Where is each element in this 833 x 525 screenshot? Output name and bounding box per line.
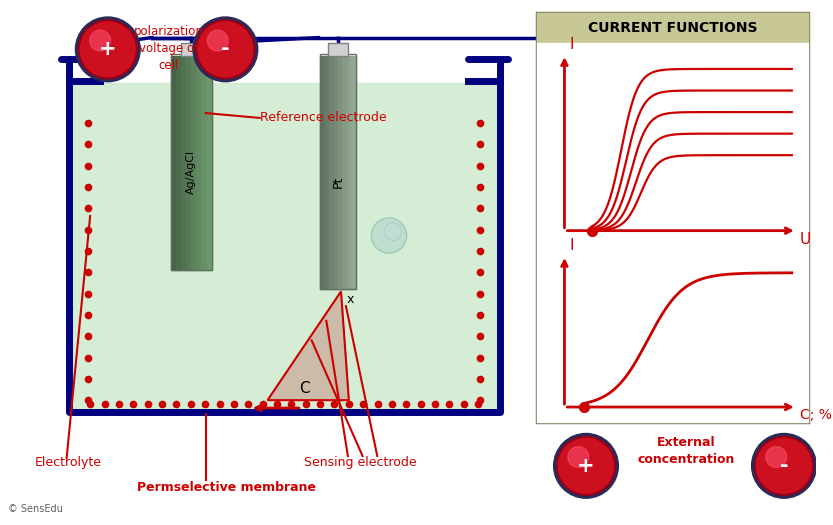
Circle shape (384, 223, 402, 240)
Circle shape (751, 434, 816, 498)
Text: -: - (221, 39, 230, 59)
Bar (176, 56, 182, 270)
Bar (207, 56, 212, 270)
Circle shape (90, 30, 111, 51)
Bar (334, 56, 338, 289)
Bar (171, 56, 176, 270)
Circle shape (568, 447, 589, 467)
Text: I: I (569, 238, 574, 253)
Bar (537, 43, 809, 422)
Circle shape (193, 17, 257, 82)
Bar (186, 56, 192, 270)
Circle shape (556, 436, 616, 495)
Bar (202, 56, 207, 270)
Text: U: U (800, 232, 811, 247)
Text: C; %: C; % (800, 408, 831, 422)
Bar (171, 54, 212, 270)
Bar (338, 56, 343, 289)
Text: -: - (780, 456, 788, 476)
Bar (321, 54, 356, 289)
Text: External
concentration: External concentration (637, 436, 735, 466)
Text: Electrolyte: Electrolyte (34, 456, 102, 469)
Bar (191, 56, 197, 270)
Text: polarization
voltage of
cell: polarization voltage of cell (133, 25, 203, 72)
Text: Sensing electrode: Sensing electrode (304, 456, 416, 469)
Bar (181, 56, 187, 270)
Text: +: + (577, 456, 595, 476)
Circle shape (80, 22, 135, 77)
Circle shape (76, 17, 140, 82)
Text: Ag/AgCl: Ag/AgCl (186, 150, 196, 194)
Circle shape (78, 20, 137, 79)
Circle shape (559, 438, 613, 494)
Text: C: C (299, 381, 310, 396)
Circle shape (196, 20, 255, 79)
Text: I: I (569, 37, 574, 53)
Bar (328, 43, 348, 56)
Circle shape (766, 447, 786, 467)
Text: Reference electrode: Reference electrode (260, 111, 387, 124)
Bar (321, 56, 326, 289)
Bar (537, 13, 809, 422)
Circle shape (756, 438, 811, 494)
Bar (325, 56, 330, 289)
Text: Permselective membrane: Permselective membrane (137, 480, 317, 493)
Bar (197, 56, 202, 270)
Text: Pt: Pt (332, 175, 345, 188)
Text: +: + (99, 39, 117, 59)
Text: © SensEdu: © SensEdu (7, 504, 62, 514)
Circle shape (207, 30, 228, 51)
Polygon shape (72, 82, 496, 409)
Bar (347, 56, 352, 289)
Bar (537, 13, 809, 43)
Bar (329, 56, 334, 289)
Text: CURRENT FUNCTIONS: CURRENT FUNCTIONS (588, 21, 757, 35)
Circle shape (554, 434, 618, 498)
Text: x: x (347, 293, 354, 307)
Bar (352, 56, 357, 289)
Circle shape (755, 436, 813, 495)
Circle shape (372, 218, 407, 253)
Circle shape (198, 22, 253, 77)
Polygon shape (267, 291, 349, 400)
Bar (342, 56, 347, 289)
Bar (182, 43, 201, 56)
